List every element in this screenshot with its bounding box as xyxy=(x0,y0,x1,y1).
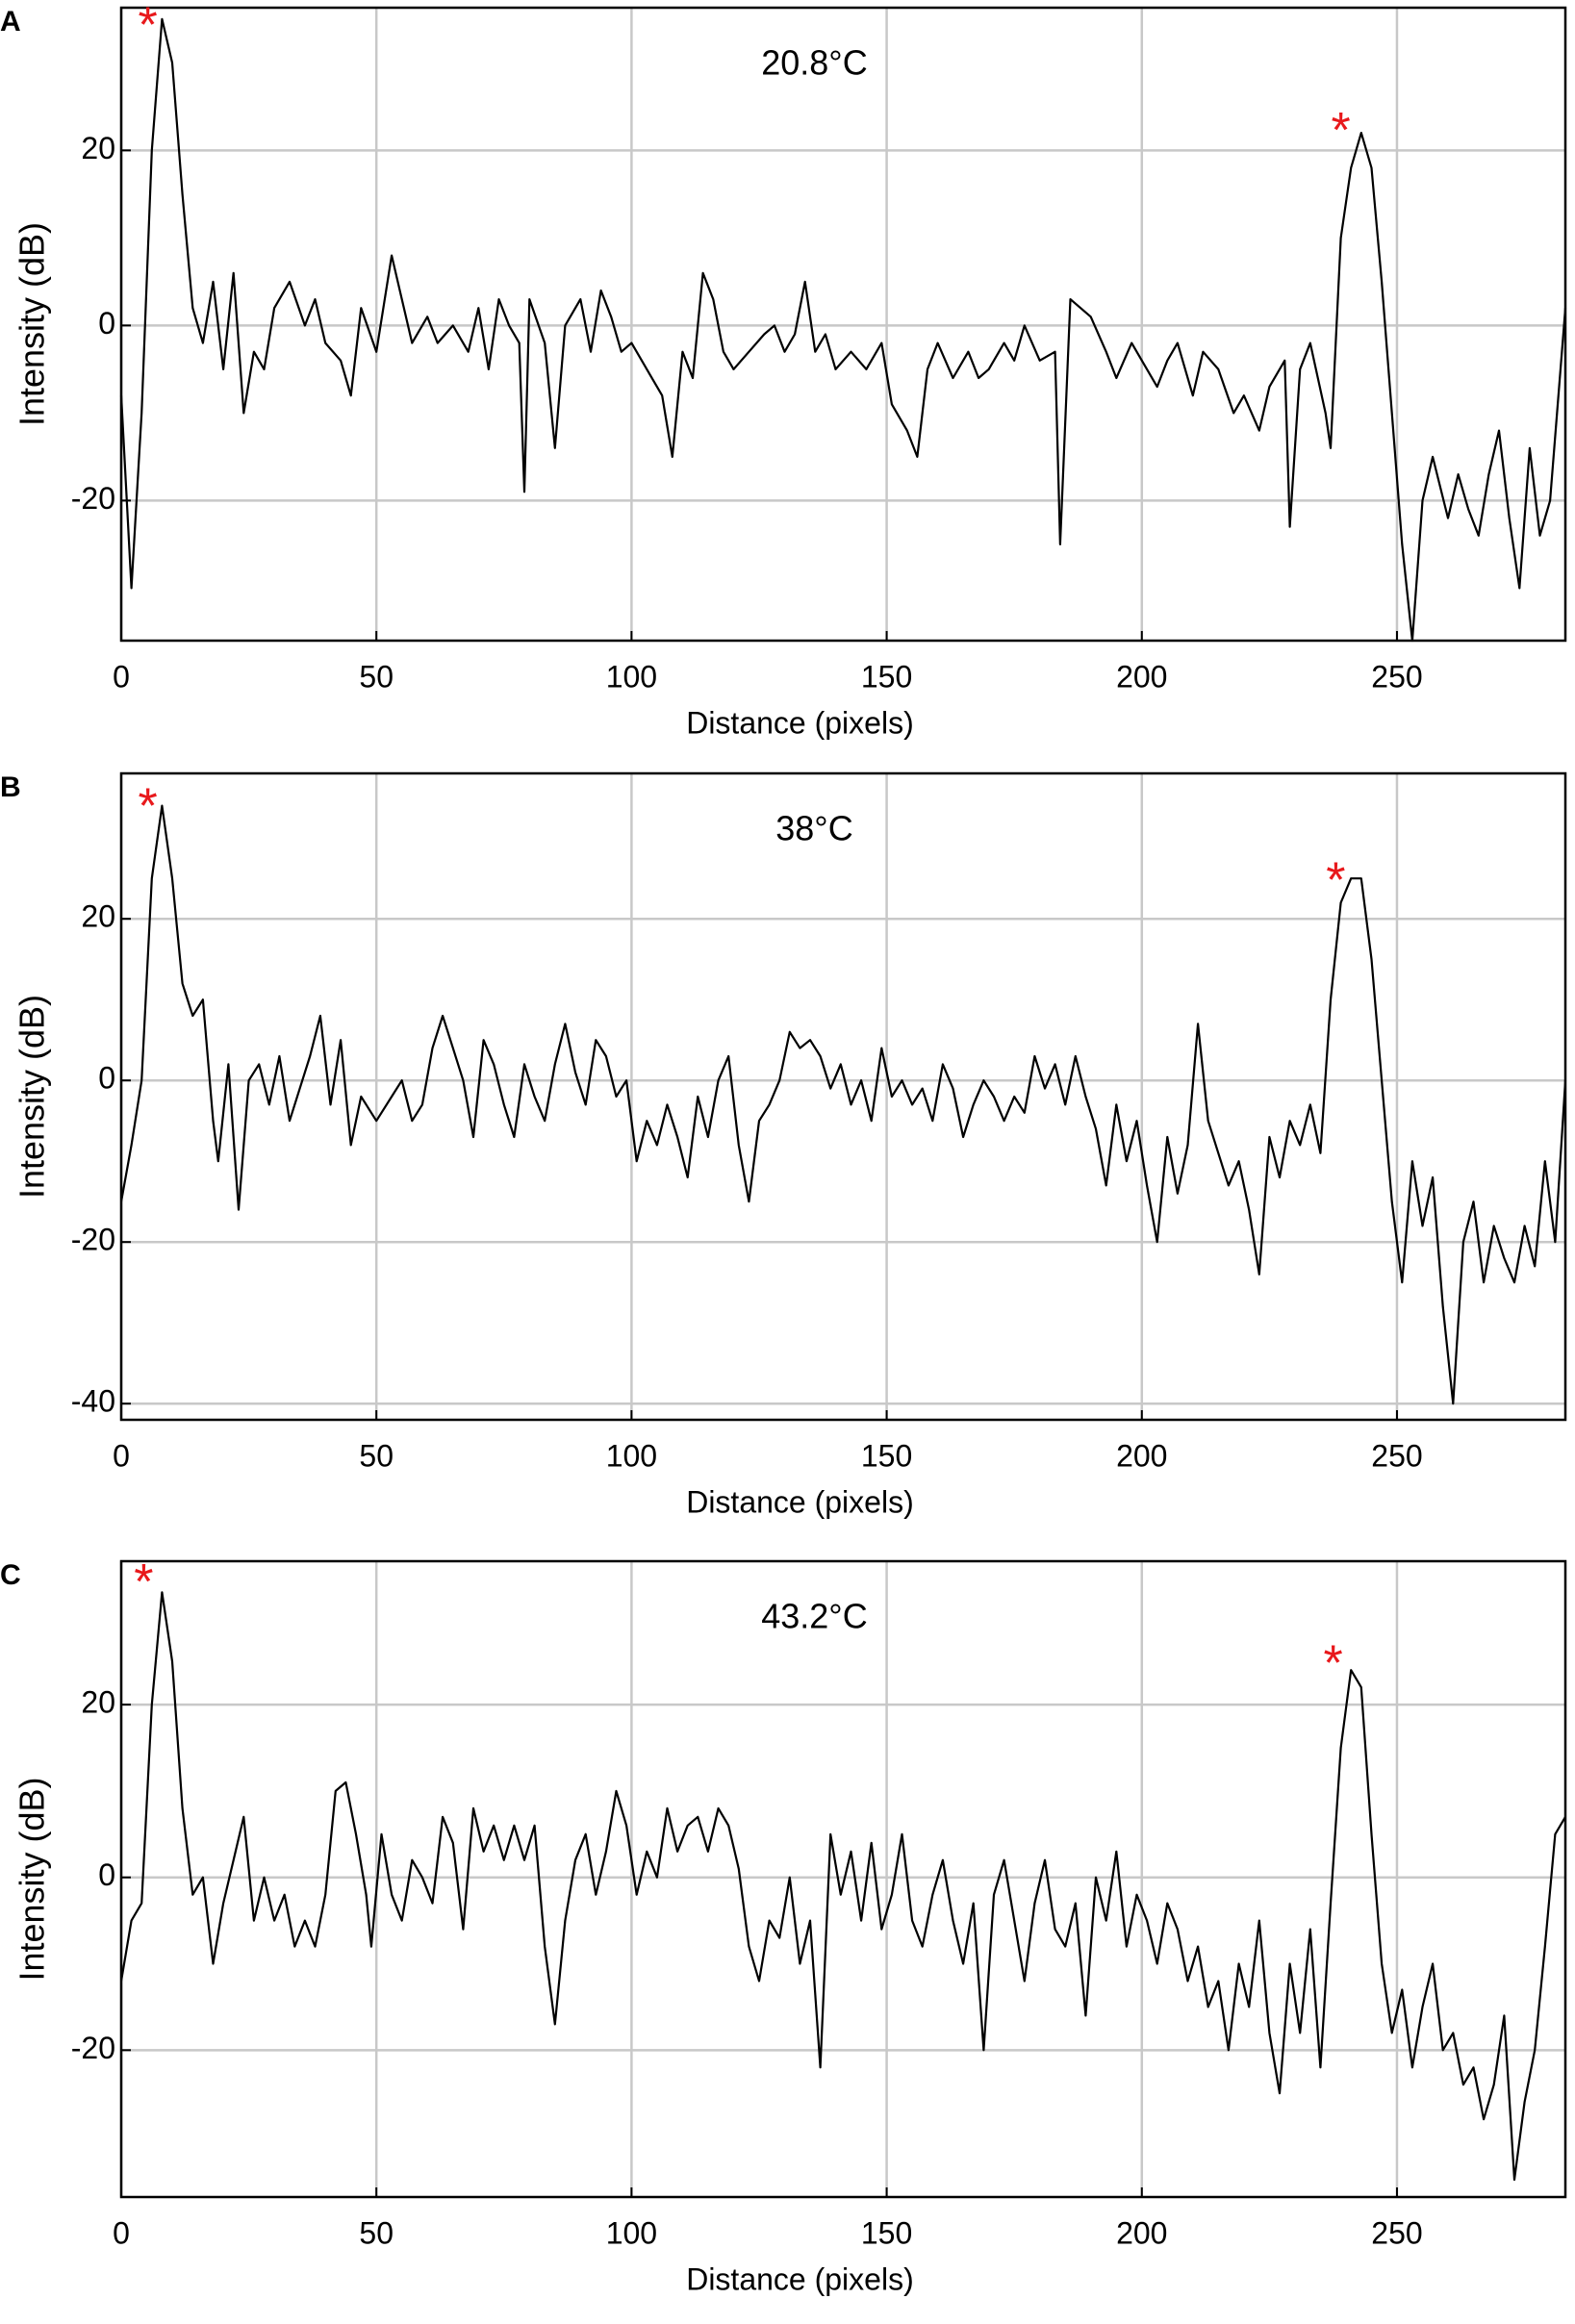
x-tick-label: 200 xyxy=(1116,1438,1167,1473)
plot-area xyxy=(121,8,1565,641)
temperature-label: 38°C xyxy=(775,809,852,848)
panel-label: A xyxy=(0,6,21,38)
panel-label: C xyxy=(0,1559,21,1591)
y-axis-title: Intensity (dB) xyxy=(13,1777,52,1981)
data-line xyxy=(119,804,1567,1405)
peak-marker: * xyxy=(138,0,157,54)
x-tick-label: 100 xyxy=(606,2215,657,2250)
plot-frame xyxy=(119,6,1567,643)
x-tick-label: 100 xyxy=(606,1438,657,1473)
y-tick-label: 0 xyxy=(98,1061,115,1096)
y-tick-label: -20 xyxy=(71,481,115,516)
peak-marker: * xyxy=(134,1554,153,1610)
y-tick-label: -20 xyxy=(71,1223,115,1257)
x-tick-label: 100 xyxy=(606,659,657,694)
x-tick-label: 150 xyxy=(861,659,912,694)
y-axis-title: Intensity (dB) xyxy=(13,222,52,426)
x-tick-label: 0 xyxy=(113,2215,130,2250)
plot-frame xyxy=(119,1559,1567,2199)
x-tick-label: 50 xyxy=(359,1438,394,1473)
temperature-label: 20.8°C xyxy=(761,43,867,83)
x-tick-label: 250 xyxy=(1371,2215,1422,2250)
x-tick-label: 0 xyxy=(113,659,130,694)
y-tick-label: 0 xyxy=(98,1857,115,1892)
x-tick-label: 50 xyxy=(359,2215,394,2250)
peak-marker: * xyxy=(1332,103,1351,159)
peak-marker: * xyxy=(1326,853,1345,909)
x-tick-label: 250 xyxy=(1371,1438,1422,1473)
x-tick-label: 200 xyxy=(1116,659,1167,694)
x-axis-title: Distance (pixels) xyxy=(686,2261,914,2296)
y-tick-label: 20 xyxy=(81,1685,115,1720)
y-tick-label: 20 xyxy=(81,131,115,165)
data-line xyxy=(119,17,1567,643)
y-tick-label: 20 xyxy=(81,899,115,934)
temperature-label: 43.2°C xyxy=(761,1597,867,1636)
x-tick-label: 250 xyxy=(1371,659,1422,694)
x-tick-label: 0 xyxy=(113,1438,130,1473)
peak-marker: * xyxy=(138,778,157,834)
x-tick-label: 200 xyxy=(1116,2215,1167,2250)
peak-marker: * xyxy=(1324,1635,1343,1691)
plot-area xyxy=(121,1561,1565,2197)
x-tick-label: 150 xyxy=(861,1438,912,1473)
y-tick-label: -20 xyxy=(71,2031,115,2065)
x-tick-label: 50 xyxy=(359,659,394,694)
x-tick-label: 150 xyxy=(861,2215,912,2250)
x-axis-title: Distance (pixels) xyxy=(686,1484,914,1519)
y-tick-label: -40 xyxy=(71,1384,115,1419)
data-line xyxy=(119,1591,1566,2182)
panel-label: B xyxy=(0,771,21,803)
plot-frame xyxy=(119,771,1567,1422)
plot-area xyxy=(121,773,1565,1420)
y-tick-label: 0 xyxy=(98,306,115,341)
y-axis-title: Intensity (dB) xyxy=(13,995,52,1199)
x-axis-title: Distance (pixels) xyxy=(686,705,914,740)
